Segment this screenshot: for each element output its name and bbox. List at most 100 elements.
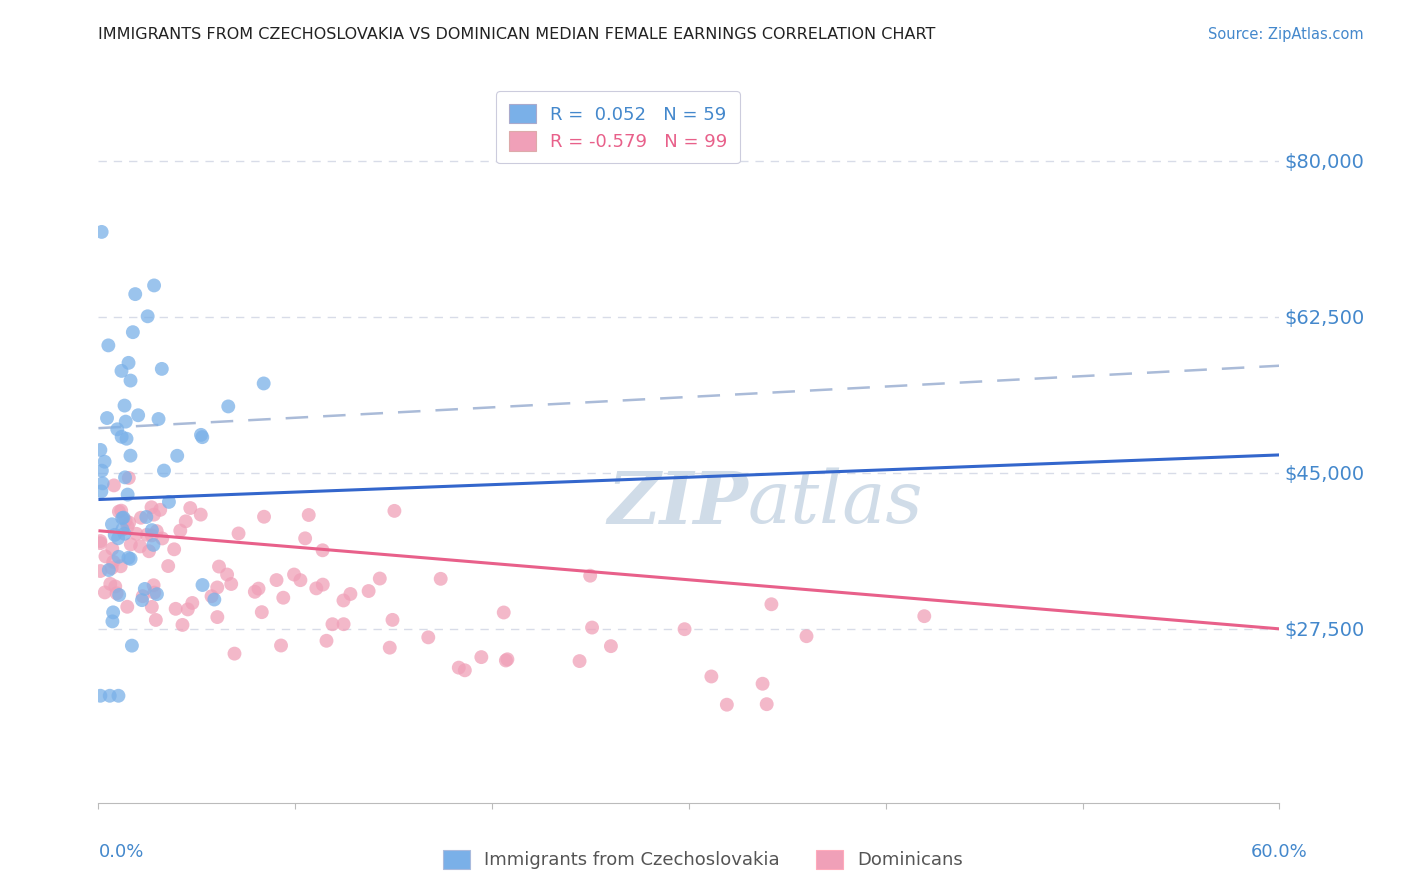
Point [114,399,136,413]
Point [298,508,321,522]
Point [105,422,128,436]
Point [381,613,404,627]
Point [339,587,361,601]
Point [121,325,143,339]
Point [150,532,173,546]
Point [124,287,146,301]
Point [378,640,401,655]
Point [200,589,222,603]
Point [247,582,270,596]
Point [103,478,125,492]
Point [148,412,170,426]
Text: IMMIGRANTS FROM CZECHOSLOVAKIA VS DOMINICAN MEDIAN FEMALE EARNINGS CORRELATION C: IMMIGRANTS FROM CZECHOSLOVAKIA VS DOMINI… [98,27,936,42]
Point [150,362,173,376]
Point [202,592,225,607]
Point [98,689,121,703]
Point [142,538,165,552]
Point [166,449,188,463]
Point [217,567,239,582]
Point [145,524,167,538]
Point [761,597,783,611]
Point [135,528,157,542]
Point [114,470,136,484]
Point [132,589,155,603]
Point [94,549,117,564]
Point [294,532,316,546]
Point [207,610,229,624]
Point [104,579,127,593]
Point [312,577,335,591]
Point [107,549,129,564]
Point [600,639,623,653]
Point [135,510,157,524]
Point [311,543,333,558]
Point [117,550,139,565]
Point [120,537,142,551]
Point [217,400,239,414]
Point [219,577,242,591]
Point [146,587,169,601]
Point [208,559,231,574]
Point [163,542,186,557]
Point [492,606,515,620]
Point [384,504,406,518]
Point [283,567,305,582]
Point [332,593,354,607]
Point [271,591,294,605]
Text: 60.0%: 60.0% [1251,843,1308,861]
Point [105,586,128,600]
Point [115,432,138,446]
Point [118,471,141,485]
Point [190,428,212,442]
Point [172,618,194,632]
Point [107,531,129,545]
Point [89,534,111,549]
Text: Source: ZipAtlas.com: Source: ZipAtlas.com [1208,27,1364,42]
Point [94,585,117,599]
Point [496,652,519,666]
Point [107,689,129,703]
Point [129,540,152,554]
Point [129,510,152,524]
Point [97,563,120,577]
Point [495,653,517,667]
Point [315,633,337,648]
Point [270,639,292,653]
Point [101,517,124,532]
Point [447,660,470,674]
Point [114,415,136,429]
Point [117,487,139,501]
Point [141,528,163,542]
Point [89,564,111,578]
Point [112,510,135,524]
Point [118,516,141,530]
Point [100,561,122,575]
Point [98,577,121,591]
Point [177,602,200,616]
Point [305,582,328,596]
Point [143,585,166,599]
Point [110,503,132,517]
Point [157,559,180,574]
Point [120,374,142,388]
Point [141,599,163,614]
Point [157,495,180,509]
Point [429,572,451,586]
Point [131,593,153,607]
Point [191,578,214,592]
Point [121,639,143,653]
Point [153,464,176,478]
Point [117,519,139,533]
Point [581,621,603,635]
Point [103,555,125,569]
Point [117,599,139,614]
Point [90,484,112,499]
Point [418,631,440,645]
Point [149,503,172,517]
Point [165,602,187,616]
Point [290,573,312,587]
Point [141,523,163,537]
Point [700,669,723,683]
Point [138,544,160,558]
Point [96,411,118,425]
